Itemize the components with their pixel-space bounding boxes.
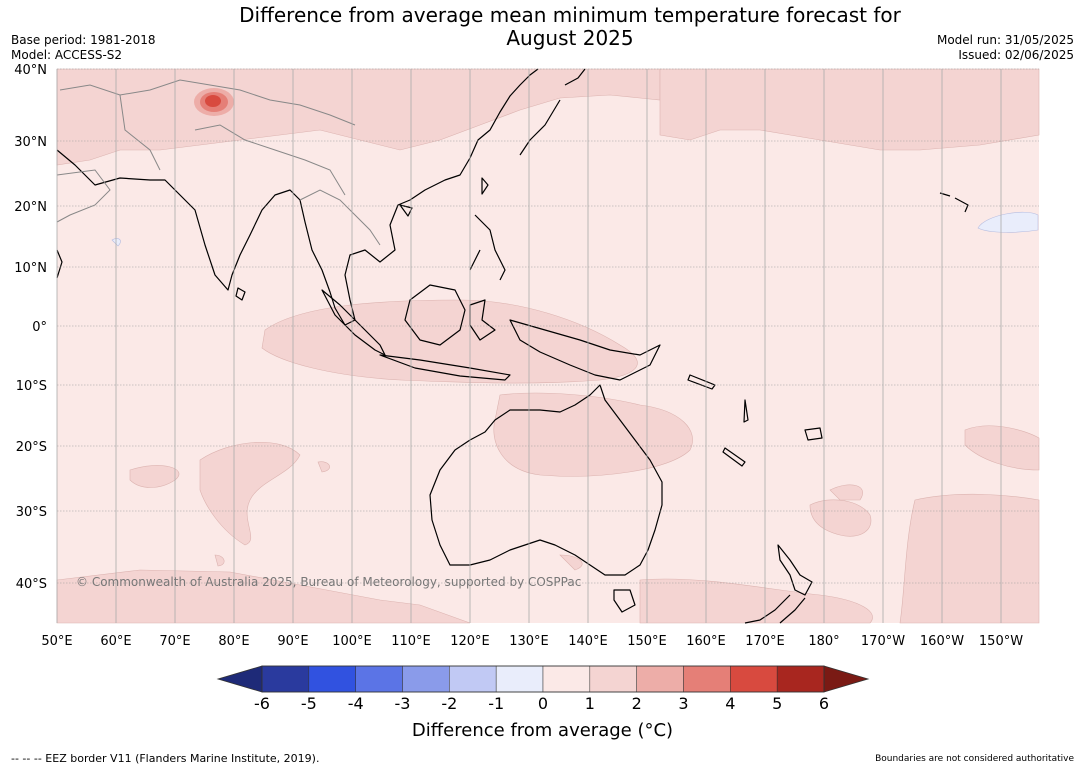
boundaries-disclaimer: Boundaries are not considered authoritat… [875,754,1074,764]
colorbar-tick-label: -4 [348,694,364,713]
lon-label: 60°E [100,634,131,649]
lat-label: 10°S [16,379,47,394]
colorbar-tick-label: -1 [488,694,504,713]
colorbar-tick-label: 4 [725,694,735,713]
colorbar-tick-label: 2 [632,694,642,713]
lat-label: 40°S [16,577,47,592]
meridians [56,69,1002,623]
lat-label: 40°N [14,63,47,78]
colorbar-cell [636,665,684,693]
map-title: Difference from average mean minimum tem… [170,4,970,50]
meta-left: Base period: 1981-2018 Model: ACCESS-S2 [11,33,156,63]
coast-arabia-india-se-asia [56,68,539,326]
lat-label: 20°S [16,440,47,455]
coast-philippines [469,214,506,281]
country-borders [56,79,381,246]
colorbar-under-arrow [216,665,263,693]
coastlines [56,68,969,624]
colorbar-cell [495,665,544,693]
colorbar-cell [355,665,403,693]
lon-label: 110°E [391,634,431,649]
title-line-2: August 2025 [506,26,634,50]
colorbar-cell [776,665,825,693]
lon-label: 120°E [450,634,490,649]
coast-arabia-south [56,249,63,279]
coast-sri-lanka [235,287,246,301]
coast-new-caledonia [722,447,746,467]
colorbar-cell [589,665,637,693]
colorbar-cell [683,665,731,693]
meta-right: Model run: 31/05/2025 Issued: 02/06/2025 [937,33,1074,63]
lon-label: 150°E [627,634,667,649]
lon-label: 160°W [920,634,964,649]
colorbar-cells [261,665,825,693]
lon-label: 50°E [41,634,72,649]
copyright-watermark: © Commonwealth of Australia 2025, Bureau… [76,575,581,589]
longitude-labels: 50°E 60°E 70°E 80°E 90°E 100°E 110°E 120… [41,634,1023,649]
anomaly-below-zones [111,212,1039,247]
lat-label: 0° [32,320,47,335]
colorbar-title: Difference from average (°C) [411,720,674,741]
coast-new-zealand-south [744,594,806,624]
coast-japan [519,68,586,156]
colorbar-cell [261,665,310,693]
colorbar-tick-label: -6 [254,694,270,713]
lon-label: 140°E [568,634,608,649]
colorbar-tick-label: -5 [301,694,317,713]
lon-label: 170°W [861,634,905,649]
colorbar-tick-label: 5 [772,694,782,713]
colorbar-cell [308,665,356,693]
lon-label: 70°E [159,634,190,649]
coast-borneo [404,284,466,346]
lon-label: 180° [808,634,839,649]
lat-label: 30°N [14,135,47,150]
lat-label: 10°N [14,261,47,276]
coast-new-zealand-north [777,544,813,596]
coast-new-guinea [509,319,661,381]
colorbar-tick-labels: -6 -5 -4 -3 -2 -1 0 1 2 3 4 5 6 [254,694,829,713]
model-name: Model: ACCESS-S2 [11,48,123,62]
coast-australia [429,384,663,576]
lon-label: 150°W [979,634,1023,649]
coast-hainan [399,204,413,217]
lat-label: 20°N [14,200,47,215]
model-run: Model run: 31/05/2025 [936,33,1074,47]
colorbar-cell [542,665,591,693]
eez-border-note: -- -- -- EEZ border V11 (Flanders Marine… [11,752,320,765]
colorbar-tick-label: -3 [395,694,411,713]
lon-label: 80°E [218,634,249,649]
anomaly-hotspot [194,88,234,116]
lon-label: 130°E [509,634,549,649]
coast-tasmania [613,589,636,613]
latitude-labels: 40°N 30°N 20°N 10°N 0° 10°S 20°S 30°S 40… [14,63,47,592]
colorbar-tick-label: 3 [678,694,688,713]
colorbar-cell [449,665,497,693]
title-line-1: Difference from average mean minimum tem… [239,3,901,27]
colorbar-tick-label: 1 [585,694,595,713]
colorbar-tick-label: 6 [819,694,829,713]
colorbar: -6 -5 -4 -3 -2 -1 0 1 2 3 4 5 6 [216,665,870,713]
colorbar-outline [261,665,825,693]
coast-fiji [804,427,823,441]
lat-label: 30°S [16,505,47,520]
issued-date: Issued: 02/06/2025 [958,48,1074,62]
coast-vanuatu [743,399,749,423]
colorbar-cell [402,665,450,693]
lon-label: 160°E [686,634,726,649]
coast-taiwan [481,177,489,195]
base-period: Base period: 1981-2018 [11,33,156,47]
coast-solomon [687,374,716,390]
lon-label: 90°E [277,634,308,649]
colorbar-tick-label: 0 [538,694,548,713]
lon-label: 100°E [332,634,372,649]
colorbar-cell [730,665,778,693]
lon-label: 170°E [745,634,785,649]
coast-java [379,354,511,381]
colorbar-over-arrow [823,665,870,693]
colorbar-tick-label: -2 [441,694,457,713]
coast-sumatra [321,289,386,356]
